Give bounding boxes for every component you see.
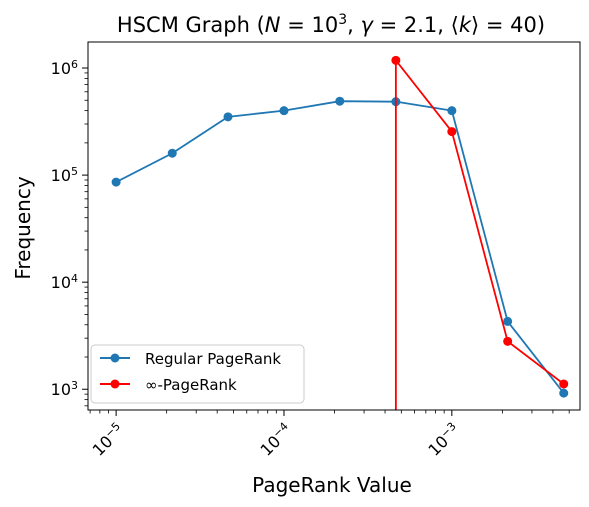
data-point-0 [111,177,121,187]
y-tick-label: 104 [51,272,78,293]
data-point-0 [335,96,345,106]
data-point-1 [503,336,513,346]
series-line-1 [394,57,565,410]
y-axis-label: Frequency [11,176,35,279]
y-tick-label: 106 [51,58,78,79]
data-point-0 [223,112,233,122]
data-point-0 [503,316,513,326]
x-tick-label: 10−4 [255,419,295,459]
data-point-0 [279,106,289,116]
data-point-0 [447,106,457,116]
x-axis-label: PageRank Value [252,473,412,497]
legend-label-regular: Regular PageRank [145,350,281,368]
legend-marker-infinity [110,379,120,389]
y-tick-label: 105 [51,165,78,186]
data-point-0 [559,388,569,398]
y-tick-label: 103 [51,379,78,400]
data-point-1 [447,127,457,137]
legend-label-infinity: ∞-PageRank [145,376,237,394]
legend: Regular PageRank ∞-PageRank [90,344,305,404]
legend-marker-regular [110,353,120,363]
data-point-0 [167,148,177,158]
plot-frame [87,41,581,411]
legend-box [90,344,305,404]
x-tick-label: 10−3 [423,419,463,459]
x-tick-label: 10−5 [88,419,128,459]
data-point-1 [559,379,569,389]
data-point-1 [391,55,401,65]
chart-title: HSCM Graph (N = 103, γ = 2.1, ⟨k⟩ = 40) [117,12,545,37]
series-layer [111,55,569,410]
